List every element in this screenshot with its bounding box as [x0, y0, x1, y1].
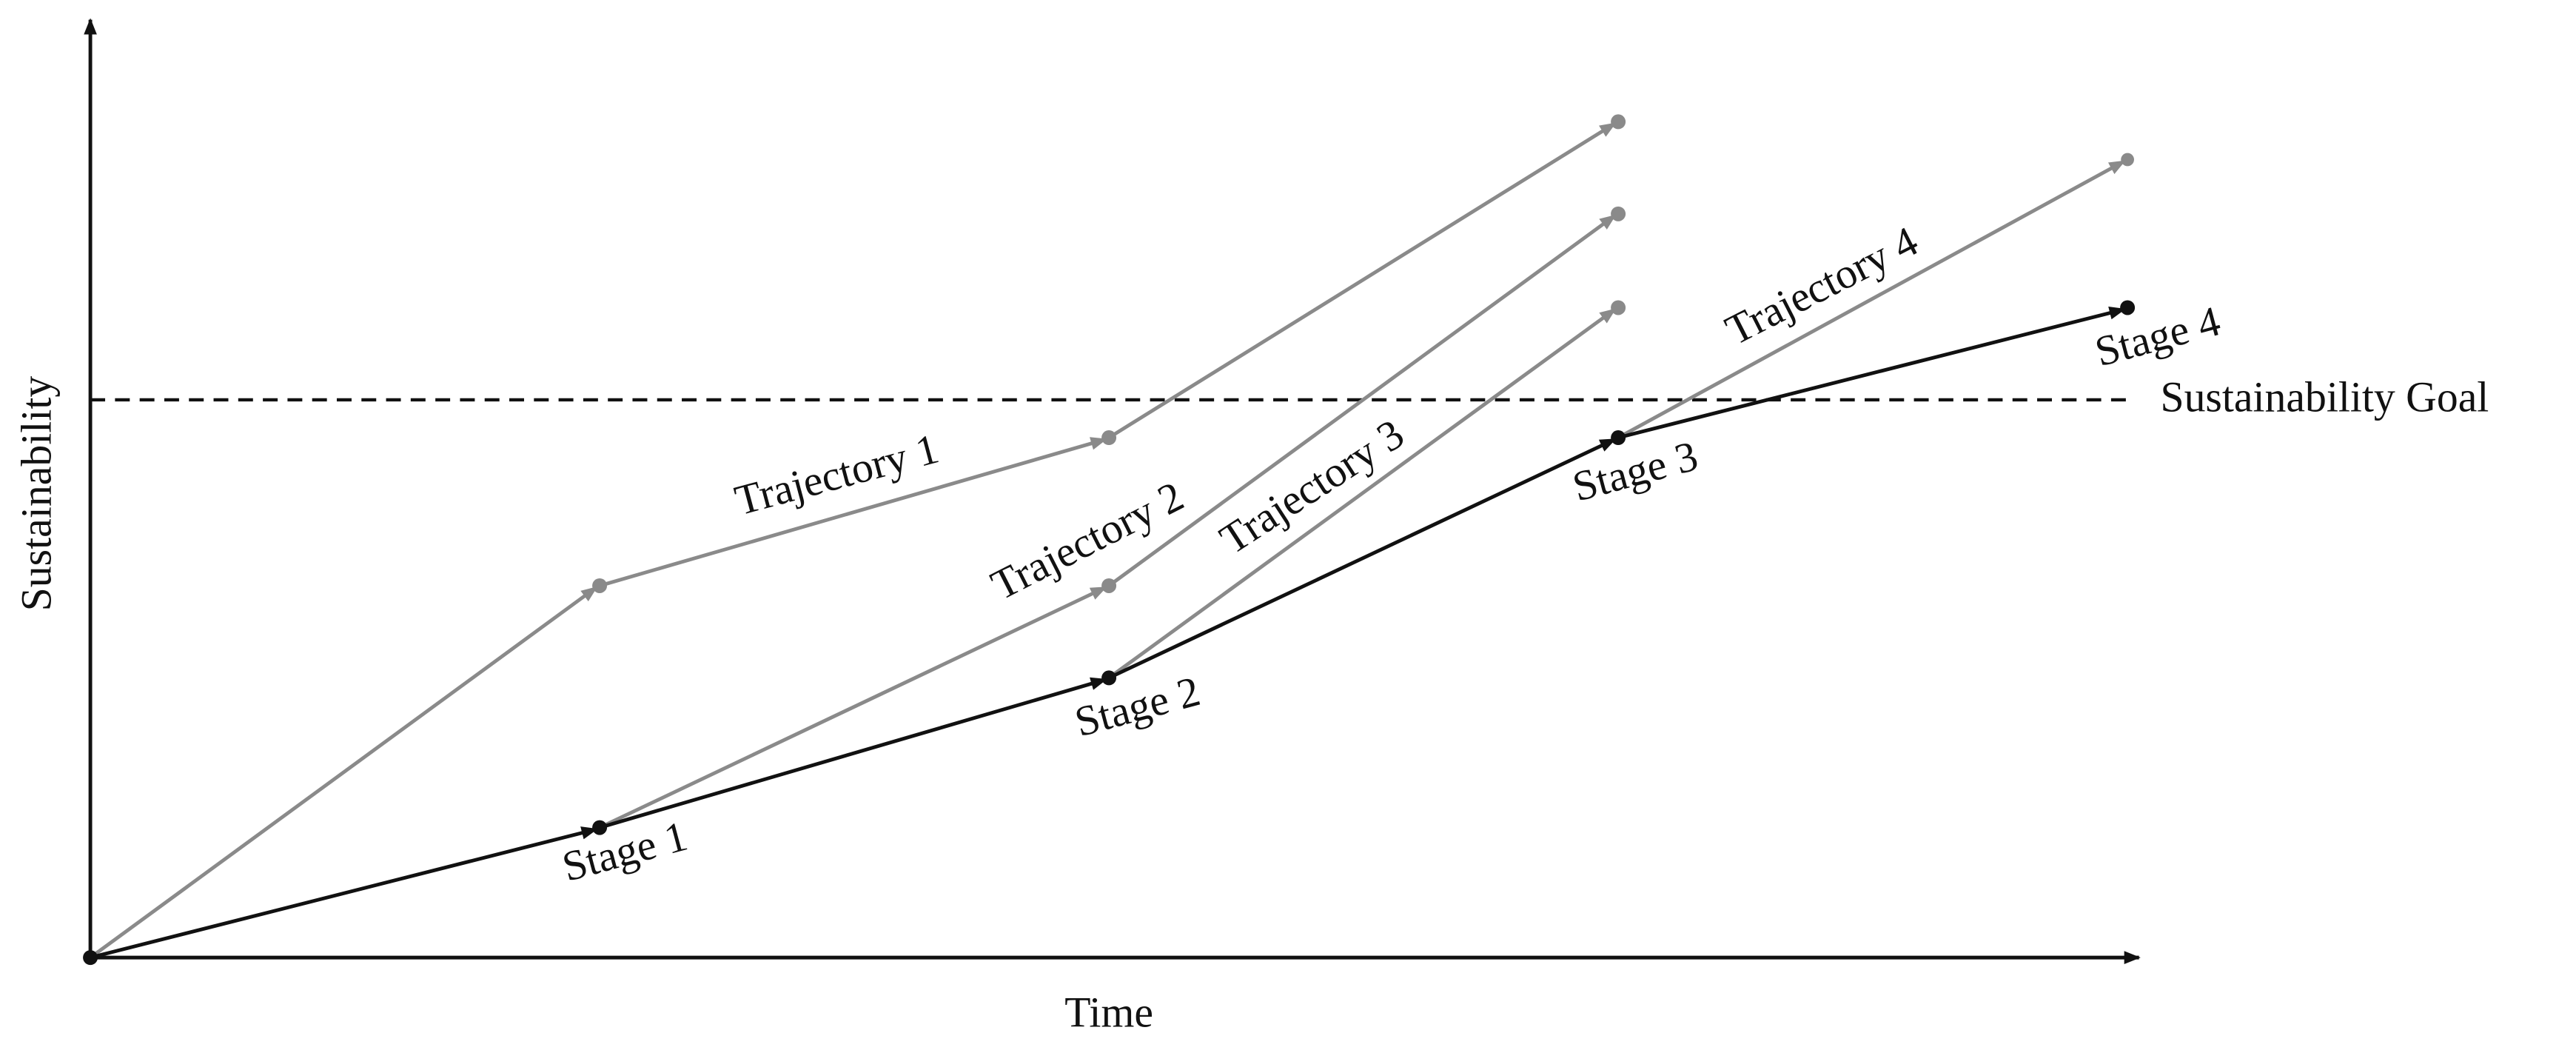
path-segment	[1108, 438, 1617, 680]
trajectory-segment	[1617, 159, 2126, 440]
trajectory-segment	[89, 586, 598, 960]
stage-label: Stage 1	[557, 813, 692, 891]
trajectory-segment	[1107, 121, 1617, 440]
trajectory-segment	[599, 586, 1107, 829]
trajectory-segment	[599, 437, 1107, 588]
x-axis-label: Time	[1064, 989, 1153, 1036]
path-segment	[1617, 307, 2126, 440]
trajectory-label: Trajectory 1	[730, 426, 943, 525]
actual-path	[83, 300, 2136, 966]
trajectory-segment	[1107, 307, 1617, 680]
trajectory-label: Trajectory 2	[984, 473, 1190, 609]
goal-label: Sustainability Goal	[2160, 374, 2489, 421]
y-axis-label: Sustainability	[14, 376, 61, 612]
stage-label: Stage 3	[1568, 432, 1703, 510]
path-segment	[599, 677, 1107, 829]
stage-label: Stage 4	[2090, 298, 2225, 375]
stage-label: Stage 2	[1070, 668, 1205, 746]
trajectory-lines	[89, 114, 2134, 960]
path-segment	[90, 826, 598, 960]
trajectory-segment	[1107, 214, 1617, 587]
